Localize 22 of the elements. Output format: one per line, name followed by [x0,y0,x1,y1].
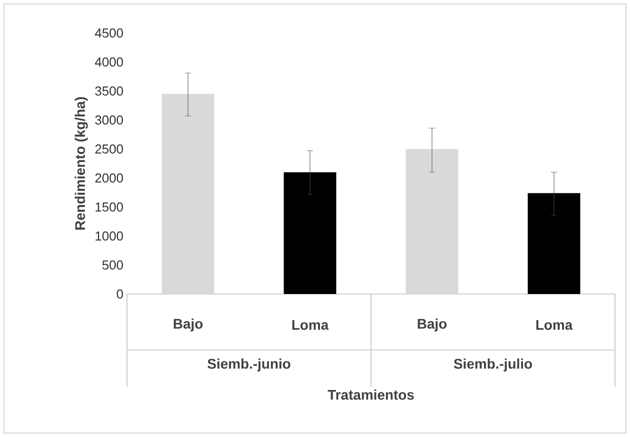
y-tick-label: 4500 [94,28,123,38]
x-tick-label: Loma [536,320,573,330]
x-tick-label: Bajo [418,318,447,332]
bar [528,193,580,294]
y-tick-label: 2500 [95,144,123,154]
y-tick-label: 1000 [96,231,123,241]
y-tick-label: 1500 [96,202,123,212]
x-axis-title: Tratamientos [328,390,414,400]
text: Siemb.-julio [454,358,532,372]
bar [284,172,336,294]
text: Siemb.-junio [208,358,290,372]
y-tick-label: 2000 [95,173,123,183]
x-tick-label: Bajo [174,318,203,332]
x-tick-label: Loma [292,320,329,330]
y-tick-label: 500 [102,260,123,270]
y-tick-label: 3000 [95,115,123,125]
y-axis-title: Rendimiento (kg/ha) [74,97,88,230]
y-tick-label: 3500 [95,86,123,96]
bar [406,149,458,294]
y-tick-label: 4000 [94,57,123,67]
bar [162,94,214,294]
y-tick-label: 0 [116,289,123,299]
